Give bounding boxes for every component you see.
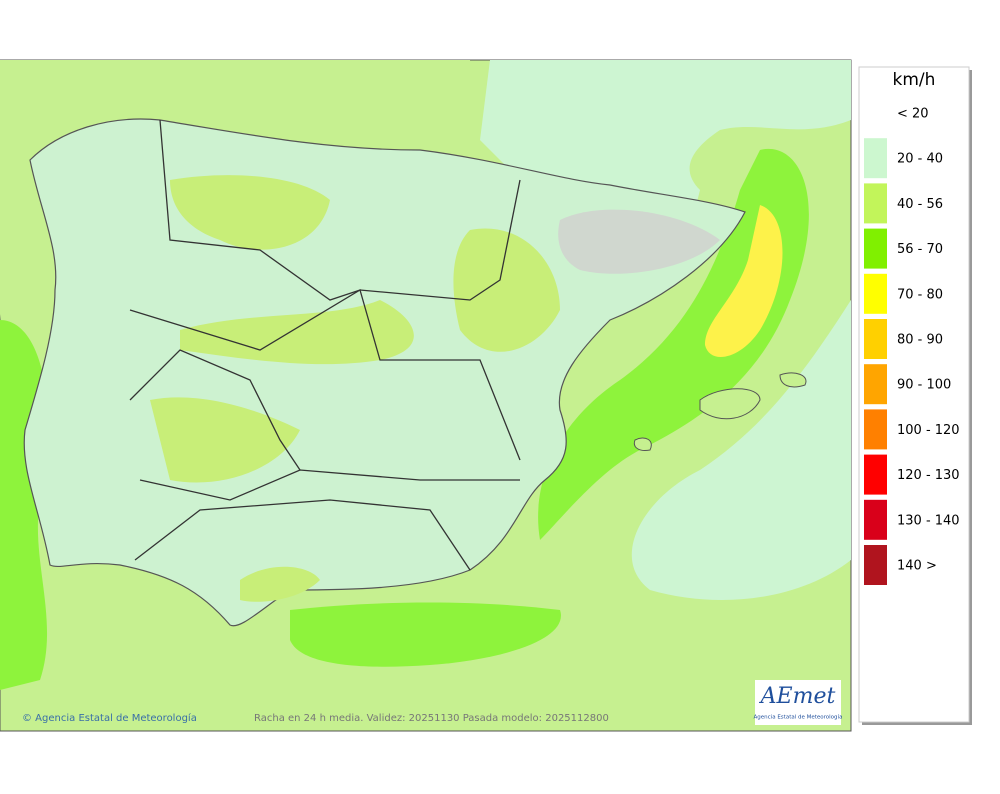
legend-swatch	[864, 138, 887, 179]
legend-label: 90 - 100	[897, 378, 951, 393]
legend-swatch	[864, 545, 887, 585]
legend-swatch	[864, 409, 887, 450]
legend-label: 80 - 90	[897, 333, 943, 348]
balearic-islands	[633, 372, 807, 451]
wind-zone	[538, 148, 809, 541]
legend-swatch	[864, 454, 887, 495]
legend-label: 70 - 80	[897, 287, 943, 302]
legend-label: 120 - 130	[897, 468, 960, 483]
caption: Racha en 24 h media. Validez: 20251130 P…	[254, 713, 609, 724]
legend-swatch	[864, 228, 887, 269]
map: © Agencia Estatal de Meteorología Racha …	[0, 59, 852, 732]
wind-patch	[150, 175, 560, 602]
mountain-relief	[558, 209, 720, 274]
legend-swatch	[864, 183, 887, 224]
logo-name: AEmet	[759, 684, 836, 709]
legend-label: < 20	[897, 107, 929, 122]
legend-label: 56 - 70	[897, 242, 943, 257]
legend: km/h < 20 20 - 40 40 - 56 56 - 70 70 - 80 80 …	[858, 66, 972, 725]
legend-title: km/h	[893, 70, 936, 90]
wind-zone-high	[705, 205, 783, 357]
region-borders	[129, 119, 521, 571]
legend-swatch	[864, 273, 887, 314]
credit: © Agencia Estatal de Meteorología	[22, 712, 197, 724]
logo-subtitle: Agencia Estatal de Meteorología	[754, 714, 843, 721]
legend-swatch	[864, 364, 887, 405]
wind-zone	[290, 602, 561, 667]
legend-label: 130 - 140	[897, 513, 960, 528]
sea	[0, 60, 472, 320]
legend-label: 40 - 56	[897, 197, 943, 212]
legend-swatch	[864, 499, 887, 540]
legend-label: 20 - 40	[897, 152, 943, 167]
legend-label: 100 - 120	[897, 423, 960, 438]
legend-swatch	[864, 319, 887, 359]
sea-east	[631, 300, 851, 600]
legend-label: 140 >	[897, 559, 937, 574]
logo-box	[755, 680, 841, 725]
